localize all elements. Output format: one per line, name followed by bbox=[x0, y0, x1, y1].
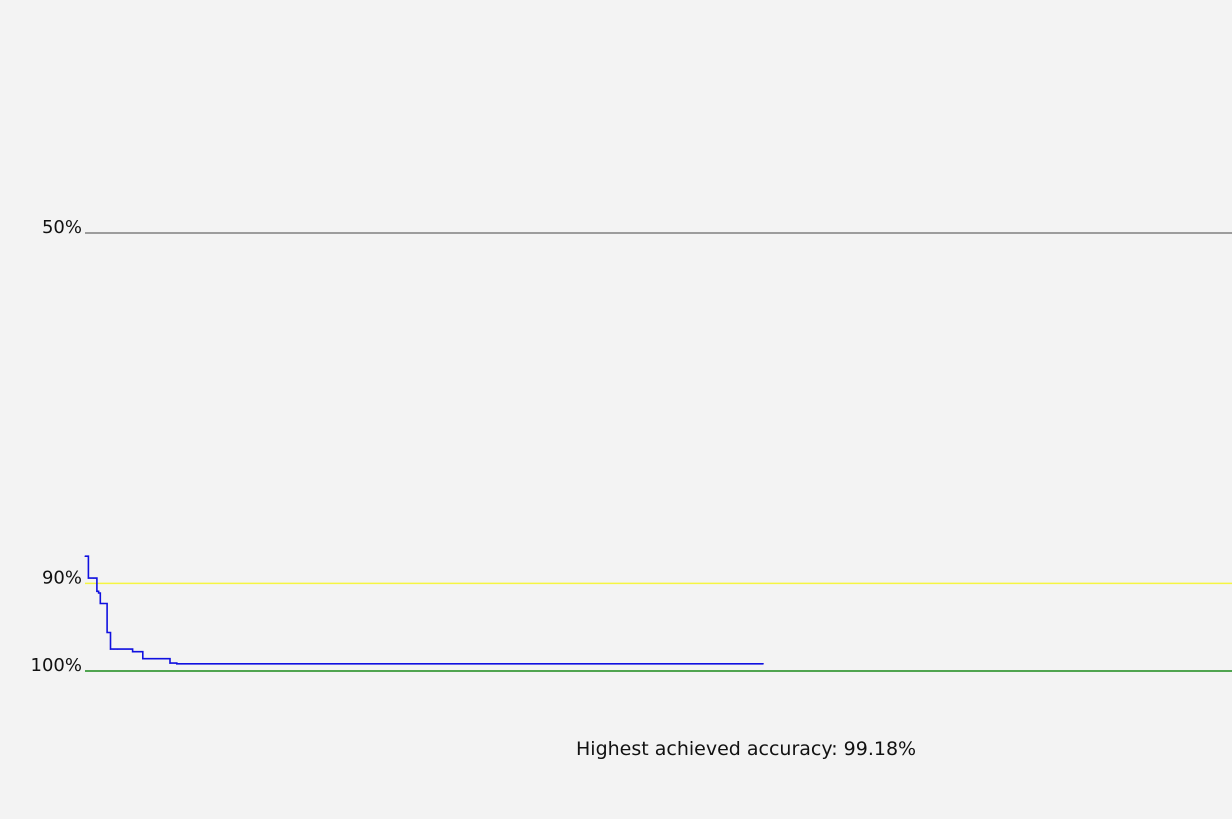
data-point bbox=[176, 663, 178, 665]
data-point bbox=[174, 662, 176, 664]
data-point bbox=[101, 602, 103, 605]
data-point bbox=[109, 648, 112, 650]
data-point bbox=[154, 658, 156, 660]
data-point bbox=[84, 555, 86, 557]
data-point bbox=[99, 602, 101, 605]
data-point bbox=[94, 577, 96, 579]
data-point bbox=[103, 602, 105, 605]
data-point bbox=[108, 631, 110, 634]
data-point bbox=[130, 648, 132, 650]
data-point bbox=[179, 663, 181, 665]
series-line-0 bbox=[85, 555, 764, 665]
data-point bbox=[762, 663, 764, 665]
data-point bbox=[169, 662, 171, 664]
data-point bbox=[106, 631, 108, 634]
data-point bbox=[189, 663, 191, 665]
tick-label-50: 50% bbox=[42, 217, 82, 238]
data-point bbox=[87, 577, 89, 579]
data-point bbox=[167, 658, 169, 660]
data-point bbox=[132, 651, 134, 653]
data-point bbox=[116, 648, 118, 650]
data-point bbox=[113, 648, 115, 650]
tick-label-100: 100% bbox=[31, 655, 82, 676]
data-point bbox=[98, 592, 100, 594]
data-point bbox=[140, 651, 142, 653]
data-point bbox=[181, 663, 183, 665]
data-point bbox=[208, 663, 210, 665]
data-point bbox=[142, 658, 144, 660]
data-point bbox=[92, 577, 95, 579]
data-point bbox=[155, 658, 157, 660]
data-point bbox=[264, 663, 266, 665]
data-point bbox=[150, 658, 152, 660]
data-point bbox=[96, 590, 98, 592]
tick-label-90: 90% bbox=[42, 567, 82, 588]
data-point bbox=[86, 555, 88, 557]
data-point bbox=[308, 663, 310, 665]
